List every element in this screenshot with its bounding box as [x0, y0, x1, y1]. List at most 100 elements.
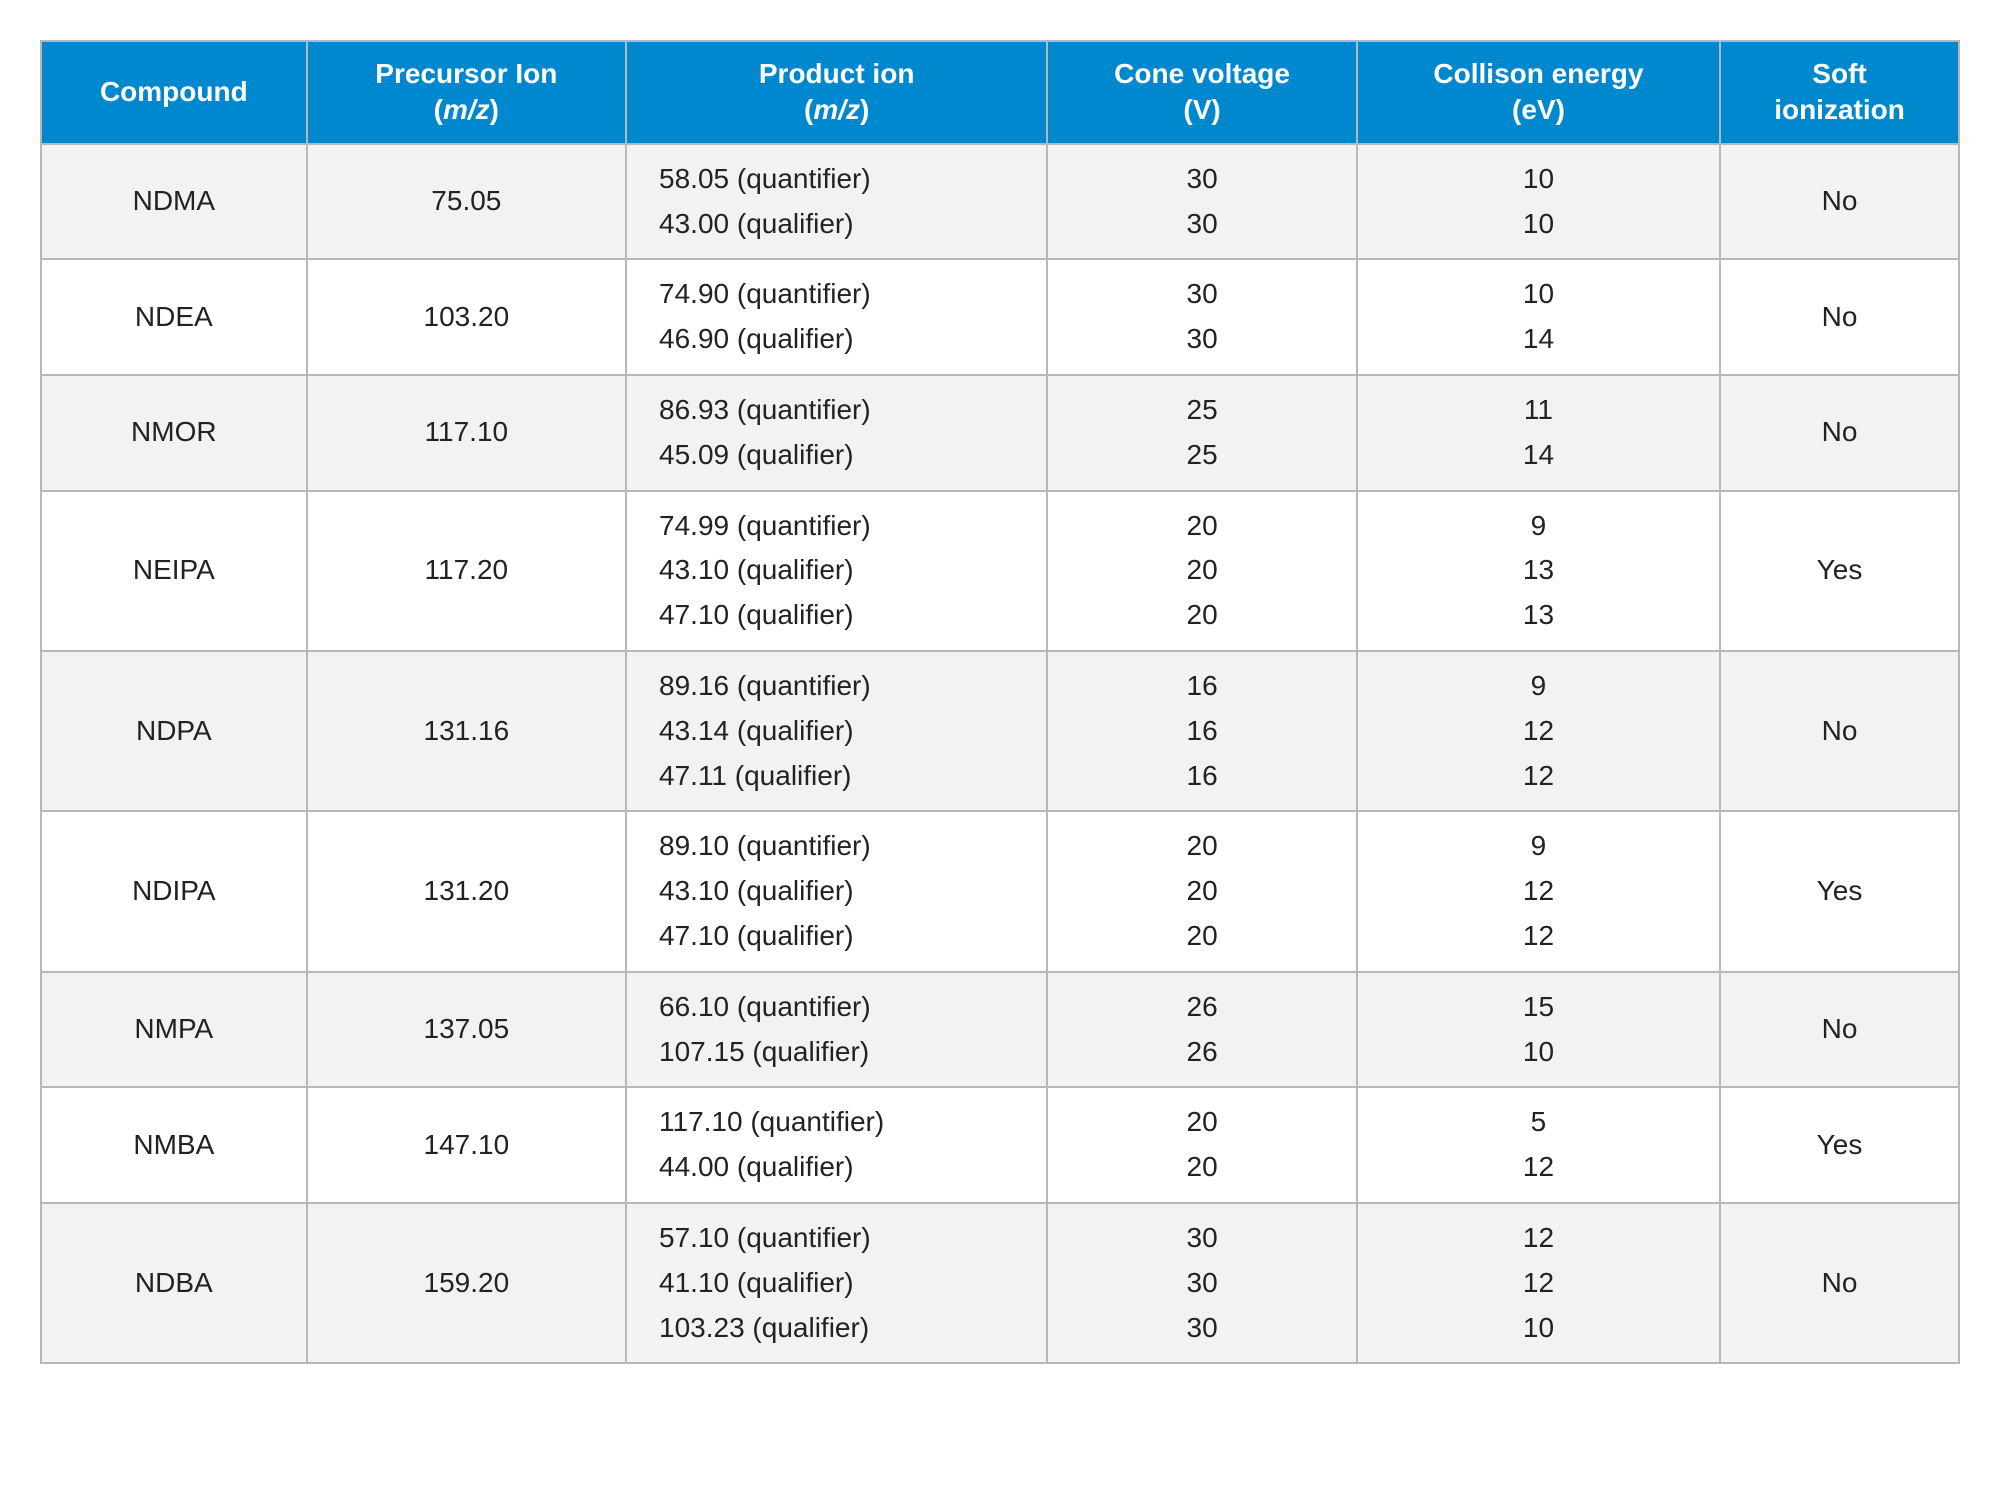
col-cone: Cone voltage (V): [1047, 41, 1357, 144]
cell-cone: 2626: [1047, 972, 1357, 1088]
cell-soft: No: [1720, 972, 1959, 1088]
cell-product: 117.10 (quantifier)44.00 (qualifier): [626, 1087, 1047, 1203]
collision-value: 13: [1368, 593, 1709, 638]
collision-value: 5: [1368, 1100, 1709, 1145]
cell-product: 74.99 (quantifier)43.10 (qualifier)47.10…: [626, 491, 1047, 651]
col-precursor-label: Precursor Ion: [375, 58, 557, 89]
col-compound: Compound: [41, 41, 307, 144]
collision-value: 12: [1368, 709, 1709, 754]
cell-soft: No: [1720, 259, 1959, 375]
product-ion: 89.10 (quantifier): [659, 824, 1036, 869]
col-product: Product ion (m/z): [626, 41, 1047, 144]
cell-precursor: 75.05: [307, 144, 626, 260]
collision-value: 9: [1368, 824, 1709, 869]
cone-value: 30: [1058, 272, 1346, 317]
col-cone-unit: (V): [1183, 94, 1220, 125]
collision-value: 12: [1368, 1216, 1709, 1261]
cell-collision: 512: [1357, 1087, 1720, 1203]
table-body: NDMA75.0558.05 (quantifier)43.00 (qualif…: [41, 144, 1959, 1364]
cell-precursor: 117.10: [307, 375, 626, 491]
cell-collision: 91313: [1357, 491, 1720, 651]
paren-close: ): [860, 94, 869, 125]
cell-soft: No: [1720, 144, 1959, 260]
cell-product: 58.05 (quantifier)43.00 (qualifier): [626, 144, 1047, 260]
product-ion: 41.10 (qualifier): [659, 1261, 1036, 1306]
cell-product: 86.93 (quantifier)45.09 (qualifier): [626, 375, 1047, 491]
cell-precursor: 131.16: [307, 651, 626, 811]
product-ion: 45.09 (qualifier): [659, 433, 1036, 478]
cone-value: 26: [1058, 985, 1346, 1030]
cell-compound: NMOR: [41, 375, 307, 491]
collision-value: 10: [1368, 202, 1709, 247]
cell-compound: NMBA: [41, 1087, 307, 1203]
cell-cone: 202020: [1047, 491, 1357, 651]
cone-value: 30: [1058, 1306, 1346, 1351]
cell-compound: NDEA: [41, 259, 307, 375]
cell-soft: Yes: [1720, 811, 1959, 971]
cell-collision: 1510: [1357, 972, 1720, 1088]
col-product-unit: (m/z): [804, 94, 869, 125]
cone-value: 30: [1058, 1216, 1346, 1261]
cell-collision: 91212: [1357, 651, 1720, 811]
cell-compound: NDMA: [41, 144, 307, 260]
collision-value: 10: [1368, 1030, 1709, 1075]
cone-value: 25: [1058, 388, 1346, 433]
cone-value: 20: [1058, 914, 1346, 959]
product-ion: 43.10 (qualifier): [659, 869, 1036, 914]
cell-collision: 91212: [1357, 811, 1720, 971]
cell-product: 89.10 (quantifier)43.10 (qualifier)47.10…: [626, 811, 1047, 971]
cone-value: 25: [1058, 433, 1346, 478]
cell-product: 57.10 (quantifier)41.10 (qualifier)103.2…: [626, 1203, 1047, 1363]
cone-value: 20: [1058, 1100, 1346, 1145]
cell-precursor: 159.20: [307, 1203, 626, 1363]
cone-value: 16: [1058, 709, 1346, 754]
cell-precursor: 147.10: [307, 1087, 626, 1203]
col-cone-label: Cone voltage: [1114, 58, 1290, 89]
collision-value: 14: [1368, 317, 1709, 362]
cell-cone: 303030: [1047, 1203, 1357, 1363]
cell-compound: NDIPA: [41, 811, 307, 971]
cone-value: 30: [1058, 317, 1346, 362]
cell-collision: 1114: [1357, 375, 1720, 491]
mrm-parameters-table: Compound Precursor Ion (m/z) Product ion…: [40, 40, 1960, 1364]
cell-precursor: 137.05: [307, 972, 626, 1088]
col-collision: Collison energy (eV): [1357, 41, 1720, 144]
cell-collision: 1010: [1357, 144, 1720, 260]
product-ion: 66.10 (quantifier): [659, 985, 1036, 1030]
col-soft: Soft ionization: [1720, 41, 1959, 144]
col-precursor: Precursor Ion (m/z): [307, 41, 626, 144]
col-collision-label: Collison energy: [1433, 58, 1643, 89]
col-soft-line2: ionization: [1774, 94, 1905, 125]
cone-value: 20: [1058, 548, 1346, 593]
collision-value: 15: [1368, 985, 1709, 1030]
cell-cone: 2525: [1047, 375, 1357, 491]
product-ion: 43.10 (qualifier): [659, 548, 1036, 593]
product-ion: 47.11 (qualifier): [659, 754, 1036, 799]
product-ion: 47.10 (qualifier): [659, 914, 1036, 959]
cell-compound: NEIPA: [41, 491, 307, 651]
collision-value: 13: [1368, 548, 1709, 593]
cell-soft: No: [1720, 375, 1959, 491]
header-row: Compound Precursor Ion (m/z) Product ion…: [41, 41, 1959, 144]
table-row: NDMA75.0558.05 (quantifier)43.00 (qualif…: [41, 144, 1959, 260]
cell-cone: 202020: [1047, 811, 1357, 971]
mz-italic: m/z: [813, 94, 860, 125]
collision-value: 12: [1368, 1145, 1709, 1190]
cell-compound: NDPA: [41, 651, 307, 811]
cell-compound: NMPA: [41, 972, 307, 1088]
cone-value: 26: [1058, 1030, 1346, 1075]
cell-precursor: 103.20: [307, 259, 626, 375]
col-soft-line1: Soft: [1812, 58, 1866, 89]
cell-soft: No: [1720, 651, 1959, 811]
cell-cone: 3030: [1047, 144, 1357, 260]
collision-value: 9: [1368, 504, 1709, 549]
product-ion: 58.05 (quantifier): [659, 157, 1036, 202]
paren-close: ): [490, 94, 499, 125]
cone-value: 30: [1058, 157, 1346, 202]
cell-product: 89.16 (quantifier)43.14 (qualifier)47.11…: [626, 651, 1047, 811]
cell-soft: No: [1720, 1203, 1959, 1363]
cell-compound: NDBA: [41, 1203, 307, 1363]
cell-product: 74.90 (quantifier)46.90 (qualifier): [626, 259, 1047, 375]
col-product-label: Product ion: [759, 58, 915, 89]
cone-value: 30: [1058, 1261, 1346, 1306]
